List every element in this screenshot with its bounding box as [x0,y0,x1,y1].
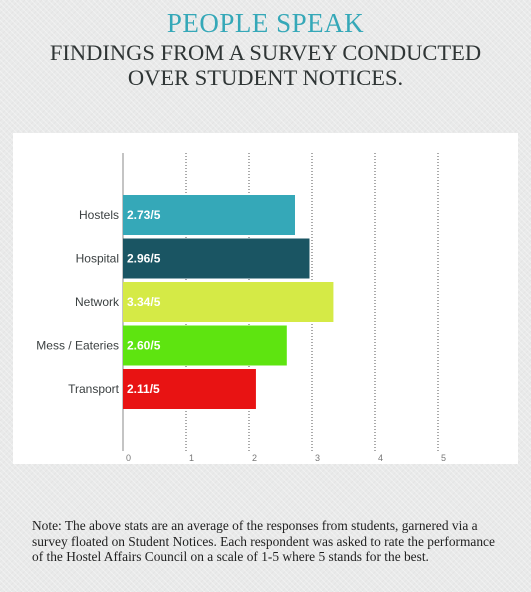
value-label-hospital: 2.96/5 [127,252,161,266]
category-label-hostels: Hostels [79,208,119,222]
x-tick-label-1: 1 [189,453,194,463]
x-tick-label-5: 5 [441,453,446,463]
x-tick-label-0: 0 [126,453,131,463]
value-label-hostels: 2.73/5 [127,208,161,222]
bar-hostels [123,195,295,235]
bar-mess-eateries [123,325,287,366]
bar-network [123,282,334,322]
value-label-network: 3.34/5 [127,295,161,309]
subtitle: FINDINGS FROM A SURVEY CONDUCTED OVER ST… [49,40,482,90]
x-tick-label-2: 2 [252,453,257,463]
bar-chart: Hostels 2.73/5 Hospital 2.96/5 Network 3.34/5… [36,153,446,463]
headline: PEOPLE SPEAK [166,8,365,38]
bar-hospital [123,238,310,279]
x-tick-label-3: 3 [315,453,320,463]
category-label-hospital: Hospital [76,252,119,266]
bar-transport [123,369,256,409]
chart-panel: Hostels 2.73/5 Hospital 2.96/5 Network 3.34/5… [13,133,518,464]
category-label-mess-eateries: Mess / Eateries [36,339,119,353]
x-tick-label-4: 4 [378,453,383,463]
category-label-transport: Transport [68,382,120,396]
value-label-mess-eateries: 2.60/5 [127,339,161,353]
category-label-network: Network [75,295,120,309]
footnote: Note: The above stats are an average of … [32,518,495,564]
value-label-transport: 2.11/5 [127,382,160,396]
